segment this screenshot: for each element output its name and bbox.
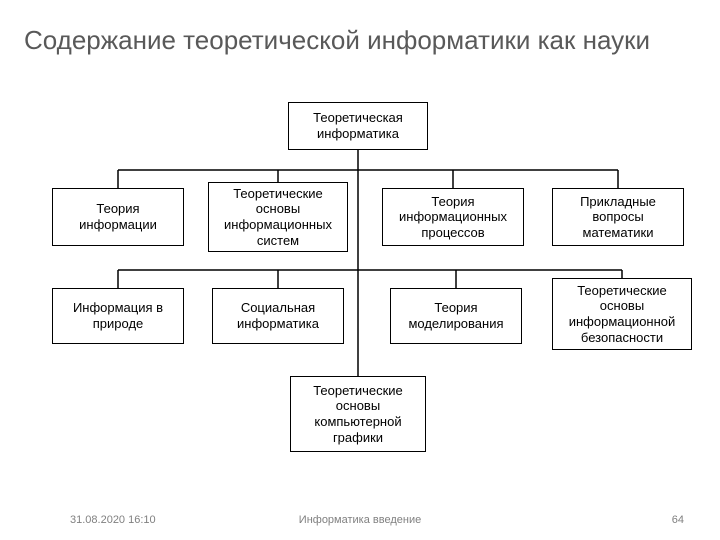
- node-l2c: Теория моделирования: [390, 288, 522, 344]
- node-root: Теоретическая информатика: [288, 102, 428, 150]
- footer-caption: Информатика введение: [0, 514, 720, 526]
- slide-title: Содержание теоретической информатики как…: [24, 26, 694, 56]
- node-l1a: Теория информации: [52, 188, 184, 246]
- node-l1d: Прикладные вопросы математики: [552, 188, 684, 246]
- connector-lines: [0, 0, 720, 540]
- node-l1c: Теория информационных процессов: [382, 188, 524, 246]
- footer-page: 64: [672, 514, 684, 526]
- node-l1b: Теоретические основы информационных сист…: [208, 182, 348, 252]
- node-l2a: Информация в природе: [52, 288, 184, 344]
- node-l2b: Социальная информатика: [212, 288, 344, 344]
- node-l3: Теоретические основы компьютерной график…: [290, 376, 426, 452]
- node-l2d: Теоретические основы информационной безо…: [552, 278, 692, 350]
